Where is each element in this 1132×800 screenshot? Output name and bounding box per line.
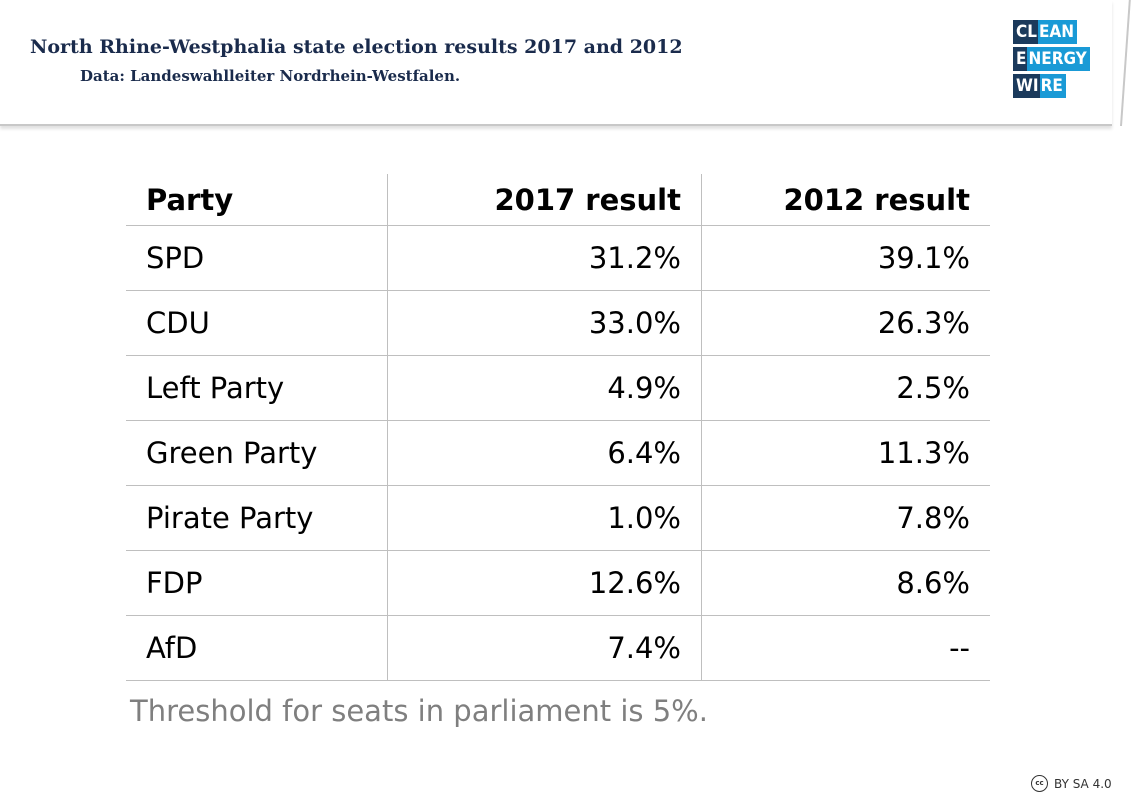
party-cell: CDU — [126, 290, 388, 356]
result-2012-cell: 39.1% — [701, 225, 990, 291]
party-cell: SPD — [126, 225, 388, 291]
table-row: SPD 31.2% 39.1% — [126, 225, 990, 291]
table-row: CDU 33.0% 26.3% — [126, 290, 990, 356]
result-2017-cell: 12.6% — [387, 550, 702, 616]
column-header-2012: 2012 result — [701, 174, 990, 226]
logo-line-1-lead: CL — [1013, 20, 1038, 44]
result-2012-cell: 7.8% — [701, 485, 990, 551]
logo-line-3-lead: WI — [1013, 74, 1040, 98]
table-row: Left Party 4.9% 2.5% — [126, 355, 990, 421]
result-2017-cell: 4.9% — [387, 355, 702, 421]
party-cell: FDP — [126, 550, 388, 616]
party-cell: Pirate Party — [126, 485, 388, 551]
chart-subtitle: Data: Landeswahlleiter Nordrhein-Westfal… — [80, 67, 461, 85]
cc-icon: cc — [1031, 775, 1048, 792]
party-cell: Green Party — [126, 420, 388, 486]
result-2017-cell: 33.0% — [387, 290, 702, 356]
table-row: AfD 7.4% -- — [126, 615, 990, 681]
results-table: Party 2017 result 2012 result SPD 31.2% … — [126, 174, 990, 681]
result-2012-cell: 2.5% — [701, 355, 990, 421]
header-panel — [0, 0, 1112, 126]
clean-energy-wire-logo: CL EAN E NERGY WI RE — [1013, 20, 1103, 101]
logo-line-3: WI RE — [1013, 74, 1103, 98]
table-row: FDP 12.6% 8.6% — [126, 550, 990, 616]
logo-line-1: CL EAN — [1013, 20, 1103, 44]
table-header-row: Party 2017 result 2012 result — [126, 174, 990, 226]
threshold-footnote: Threshold for seats in parliament is 5%. — [130, 694, 708, 728]
party-cell: AfD — [126, 615, 388, 681]
license-text: BY SA 4.0 — [1054, 776, 1112, 791]
result-2017-cell: 31.2% — [387, 225, 702, 291]
result-2017-cell: 7.4% — [387, 615, 702, 681]
logo-line-2: E NERGY — [1013, 47, 1103, 71]
result-2012-cell: 11.3% — [701, 420, 990, 486]
table-row: Green Party 6.4% 11.3% — [126, 420, 990, 486]
chart-title: North Rhine-Westphalia state election re… — [30, 36, 683, 58]
table-row: Pirate Party 1.0% 7.8% — [126, 485, 990, 551]
result-2017-cell: 1.0% — [387, 485, 702, 551]
logo-line-3-accent: RE — [1039, 74, 1066, 98]
column-header-party: Party — [126, 174, 388, 226]
license-badge: cc BY SA 4.0 — [1031, 775, 1112, 792]
logo-line-2-accent: NERGY — [1027, 47, 1090, 71]
logo-line-1-accent: EAN — [1037, 20, 1078, 44]
result-2012-cell: 26.3% — [701, 290, 990, 356]
result-2012-cell: -- — [701, 615, 990, 681]
result-2017-cell: 6.4% — [387, 420, 702, 486]
logo-line-2-lead: E — [1013, 47, 1028, 71]
party-cell: Left Party — [126, 355, 388, 421]
result-2012-cell: 8.6% — [701, 550, 990, 616]
column-header-2017: 2017 result — [387, 174, 702, 226]
